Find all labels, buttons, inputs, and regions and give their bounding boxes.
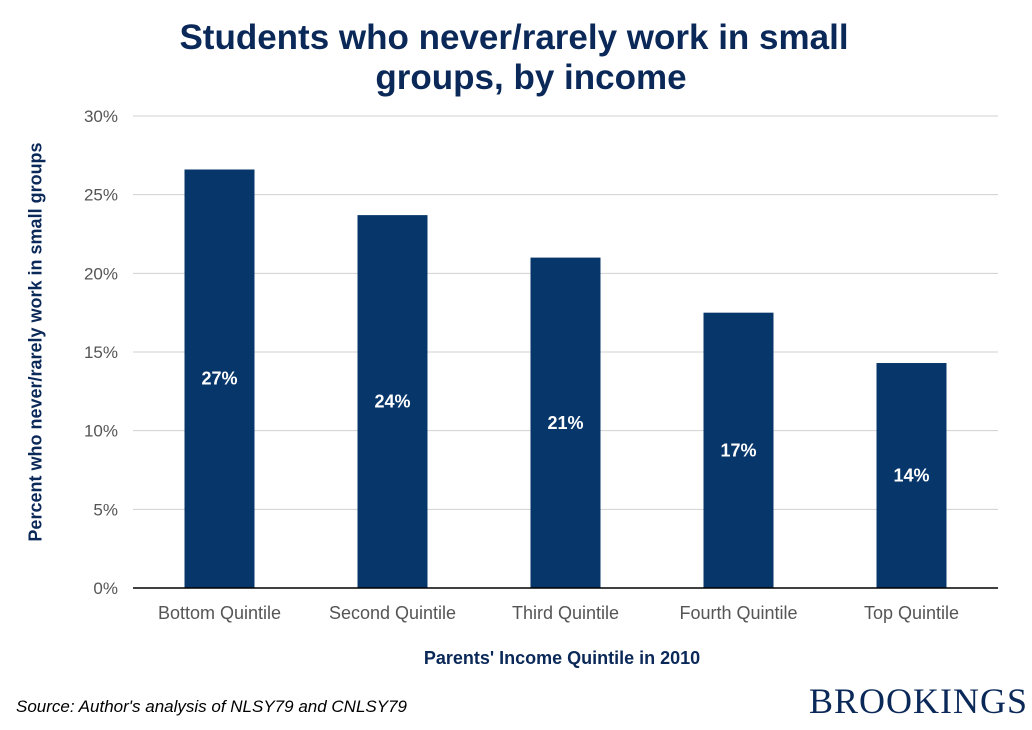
chart-title-line-1: Students who never/rarely work in small [179, 18, 849, 57]
bar [703, 312, 774, 588]
chart-title: Students who never/rarely work in small … [0, 18, 1032, 98]
y-tick-label: 30% [84, 107, 118, 126]
bar [357, 215, 428, 588]
y-tick-label: 0% [93, 579, 118, 598]
bar [530, 257, 601, 588]
x-tick-label: Bottom Quintile [158, 603, 281, 623]
data-label: 27% [201, 369, 237, 389]
y-tick-label: 5% [93, 500, 118, 519]
bar [184, 169, 255, 588]
x-tick-label: Fourth Quintile [679, 603, 797, 623]
x-tick-label: Top Quintile [864, 603, 959, 623]
y-tick-label: 20% [84, 264, 118, 283]
x-tick-label: Second Quintile [329, 603, 456, 623]
y-tick-label: 25% [84, 186, 118, 205]
data-label: 21% [547, 413, 583, 433]
chart-title-line-2: groups, by income [375, 58, 687, 97]
bar [876, 363, 947, 588]
source-note: Source: Author's analysis of NLSY79 and … [16, 697, 407, 716]
y-tick-label: 15% [84, 343, 118, 362]
x-axis-label: Parents' Income Quintile in 2010 [423, 648, 701, 668]
y-tick-label: 10% [84, 422, 118, 441]
x-tick-label: Third Quintile [512, 603, 619, 623]
brookings-logo: BROOKINGS [808, 681, 1028, 721]
data-label: 17% [720, 440, 756, 460]
data-label: 24% [374, 392, 410, 412]
data-label: 14% [893, 466, 929, 486]
